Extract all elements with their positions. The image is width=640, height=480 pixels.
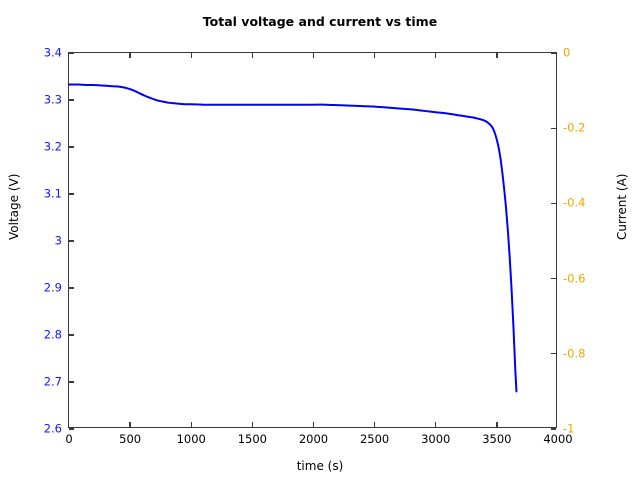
y-axis-left-tick xyxy=(69,240,74,242)
y-axis-left-tick-label: 3 xyxy=(54,233,62,248)
x-axis-tick-label: 1000 xyxy=(176,432,206,446)
x-axis-tick xyxy=(373,422,376,427)
x-axis-tick-top xyxy=(312,53,315,58)
y-axis-left-tick-label: 2.6 xyxy=(43,421,62,436)
y-axis-left-tick-label: 2.8 xyxy=(43,327,62,342)
y-axis-right-label: Current (A) xyxy=(615,173,629,240)
y-axis-left-tick xyxy=(69,381,74,383)
plot-area: 2.6 2.7 2.8 2.9 3 3.1 3.2 3.3 3.4 -1 -0.8 -0.6 -0.4… xyxy=(44,47,586,445)
y-axis-right-tick-label: -0.8 xyxy=(563,346,586,361)
y-axis-right-tick-label: 0 xyxy=(563,45,571,60)
y-axis-left-tick xyxy=(69,193,74,195)
data-series-layer xyxy=(68,83,518,393)
y-axis-left-tick xyxy=(69,287,74,289)
x-axis-tick-label: 3000 xyxy=(421,432,451,446)
x-axis-tick-label: 1500 xyxy=(237,432,268,446)
y-axis-right-tick xyxy=(551,428,556,430)
y-axis-left-tick xyxy=(69,428,74,430)
x-axis-tick xyxy=(129,422,131,427)
x-axis-tick-label: 0 xyxy=(65,432,73,446)
y-axis-right-tick xyxy=(551,353,556,355)
y-axis-left-tick xyxy=(69,52,74,54)
y-axis-left-tick xyxy=(69,146,74,148)
y-axis-left-tick-label: 3.1 xyxy=(43,186,62,201)
y-axis-right-tick-label: -1 xyxy=(563,421,575,436)
y-axis-right-tick-label: -0.4 xyxy=(563,195,586,210)
x-axis-tick-top xyxy=(496,53,498,58)
y-axis-right-tick xyxy=(551,202,556,205)
x-axis-tick-top xyxy=(373,53,376,58)
x-axis-tick xyxy=(312,422,315,427)
x-axis-tick-top xyxy=(129,53,131,58)
x-axis-tick xyxy=(435,422,437,427)
y-axis-right-tick xyxy=(551,127,556,129)
x-axis-tick-top xyxy=(435,53,437,58)
y-axis-left-tick-label: 3.2 xyxy=(43,139,62,154)
x-axis-tick-top xyxy=(190,53,192,58)
x-axis-tick xyxy=(190,422,192,427)
y-axis-left-tick-label: 2.9 xyxy=(43,280,62,295)
x-axis-tick-top xyxy=(251,53,254,58)
y-axis-left-tick-label: 3.4 xyxy=(43,45,62,60)
x-axis-tick-label: 2000 xyxy=(298,432,329,446)
x-axis-tick-label: 500 xyxy=(119,432,142,446)
y-axis-left-tick xyxy=(69,334,74,336)
y-axis-left-tick xyxy=(69,99,74,101)
y-axis-left-label: Voltage (V) xyxy=(7,173,21,240)
x-axis-tick-label: 4000 xyxy=(543,432,573,446)
chart-title: Total voltage and current vs time xyxy=(202,14,438,29)
x-axis-tick-label: 2500 xyxy=(359,432,390,446)
y-axis-right-tick xyxy=(551,277,556,280)
y-axis-left-tick-label: 2.7 xyxy=(43,374,62,389)
x-axis-tick-label: 3500 xyxy=(482,432,512,446)
x-axis-tick xyxy=(251,422,254,427)
x-axis-tick xyxy=(496,422,498,427)
y-axis-right-tick-label: -0.2 xyxy=(563,120,586,135)
y-axis-right-tick xyxy=(551,52,556,54)
y-axis-left-tick-label: 3.3 xyxy=(43,92,62,107)
y-axis-right-tick-label: -0.6 xyxy=(563,270,586,285)
series-line-total-voltage xyxy=(68,83,518,393)
x-axis-label: time (s) xyxy=(296,459,344,473)
